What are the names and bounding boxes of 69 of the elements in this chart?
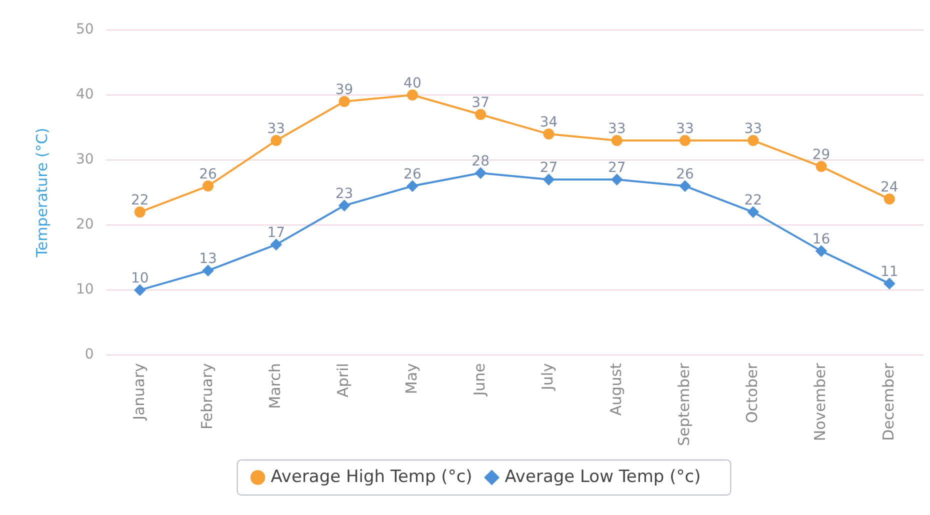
point [338, 200, 350, 212]
legend-label: Average Low Temp (°c) [504, 466, 701, 487]
data-label: 29 [812, 147, 830, 164]
point [270, 135, 282, 146]
data-label: 33 [676, 121, 694, 138]
x-tick-label: August [606, 362, 625, 416]
y-tick-label: 40 [76, 86, 94, 103]
point [406, 180, 418, 192]
point [748, 206, 759, 218]
x-tick-label: December [879, 362, 898, 441]
x-tick-label: October [743, 362, 762, 424]
data-label: 10 [130, 270, 149, 287]
point [406, 90, 418, 101]
point [338, 96, 350, 108]
point [611, 135, 622, 146]
point [202, 180, 214, 192]
data-label: 33 [608, 121, 626, 138]
data-label: 28 [472, 154, 490, 170]
y-tick-label: 20 [76, 216, 94, 233]
data-label: 13 [199, 251, 217, 268]
y-tick-label: 0 [84, 346, 94, 363]
data-label: 22 [744, 192, 762, 209]
data-label: 37 [472, 95, 490, 112]
x-tick-label: April [334, 363, 352, 398]
legend-label: Average High Temp (°c) [270, 466, 472, 487]
y-tick-label: 30 [76, 152, 94, 168]
point [748, 135, 759, 146]
point [543, 174, 554, 186]
point [134, 206, 146, 218]
data-label: 17 [267, 225, 286, 242]
point [884, 278, 895, 290]
point [816, 161, 827, 172]
data-label: 39 [335, 82, 354, 98]
point [680, 180, 691, 192]
point [680, 135, 691, 146]
y-tick-label: 10 [76, 282, 94, 298]
data-label: 33 [267, 121, 286, 138]
x-tick-label: February [198, 362, 216, 430]
data-label: 23 [335, 186, 354, 202]
x-tick-label: March [266, 363, 284, 409]
point [816, 246, 827, 257]
point [611, 174, 622, 186]
data-label: 34 [540, 114, 558, 131]
data-label: 40 [404, 76, 422, 92]
point [270, 239, 282, 250]
data-label: 26 [404, 166, 422, 183]
point [475, 168, 486, 179]
data-label: 26 [199, 166, 218, 183]
data-label: 11 [880, 264, 898, 280]
point [202, 265, 214, 276]
y-tick-label: 50 [76, 22, 94, 38]
data-label: 33 [744, 121, 762, 138]
data-label: 16 [812, 232, 830, 248]
point [543, 128, 554, 140]
point [134, 284, 146, 296]
data-label: 27 [540, 160, 558, 176]
x-tick-label: June [470, 363, 488, 397]
x-tick-label: July [538, 362, 557, 392]
data-label: 24 [880, 180, 898, 196]
data-label: 26 [676, 166, 694, 183]
x-tick-label: November [811, 362, 830, 442]
x-tick-label: May [402, 362, 420, 394]
x-tick-label: January [130, 362, 148, 421]
data-label: 22 [130, 192, 149, 209]
point [884, 194, 895, 205]
point [475, 109, 486, 120]
y-axis-title: Temperature (°C) [32, 128, 51, 258]
data-label: 27 [608, 160, 626, 176]
x-tick-label: September [674, 362, 693, 446]
